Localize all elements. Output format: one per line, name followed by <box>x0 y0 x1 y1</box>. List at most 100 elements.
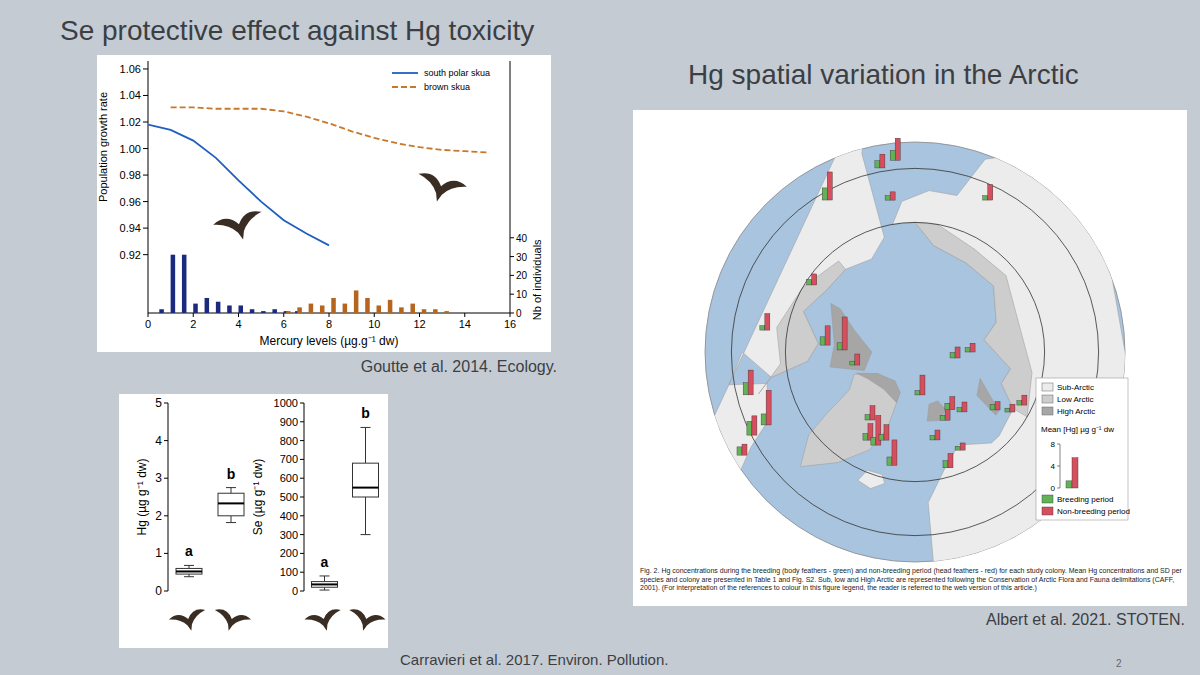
y2-tick-label: 30 <box>516 252 528 263</box>
land-shape <box>759 261 846 394</box>
legend-sample-bar <box>1072 458 1078 488</box>
land-shape <box>915 222 1032 416</box>
colony-bar <box>988 185 993 200</box>
colony-bar <box>822 188 827 200</box>
y2-axis-title: Nb of individuals <box>531 239 543 320</box>
y-tick <box>300 515 304 516</box>
colony-bar <box>871 437 876 445</box>
hist-bar <box>365 298 370 313</box>
y-tick <box>300 497 304 498</box>
y-tick <box>143 122 148 123</box>
whisker-high <box>231 488 232 494</box>
colony-bars <box>737 138 1027 468</box>
hist-bar <box>272 309 277 313</box>
hist-bar <box>286 311 291 313</box>
hist-bar <box>354 290 359 313</box>
plot-marks <box>148 107 487 313</box>
hist-bar <box>422 309 427 313</box>
y2-tick-label: 40 <box>516 233 528 244</box>
colony-bar <box>945 403 950 410</box>
y-tick-label: 600 <box>280 472 298 484</box>
x-tick <box>283 313 284 317</box>
x-tick-label: 16 <box>504 318 516 330</box>
y-tick <box>164 515 168 516</box>
y-tick <box>300 478 304 479</box>
y-tick-label: 1.04 <box>120 89 141 101</box>
map-caption: Fig. 2. Hg concentrations during the bre… <box>640 567 1182 593</box>
y-tick <box>300 591 304 592</box>
box <box>176 568 202 574</box>
hist-bar <box>239 305 244 313</box>
whisker-cap <box>320 590 330 591</box>
y-tick-label: 0.92 <box>120 249 141 261</box>
hist-bar <box>182 255 187 313</box>
y-tick <box>164 403 168 404</box>
y-axis <box>148 61 149 313</box>
y2-tick <box>510 275 514 276</box>
hist-bar <box>320 305 325 313</box>
land-shape <box>800 374 900 467</box>
y2-tick <box>510 313 514 314</box>
legend-label: brown skua <box>424 82 470 92</box>
colony-bar <box>863 434 868 441</box>
series-line <box>148 125 329 246</box>
colony-bar <box>761 414 766 425</box>
goutte-chart: 0.920.940.960.981.001.021.041.0602468101… <box>97 55 551 352</box>
box-marks <box>312 427 379 590</box>
y-axis-title: Hg (µg g⁻¹ dw) <box>135 459 149 536</box>
colony-bar <box>865 414 870 420</box>
hist-bar <box>343 304 348 313</box>
hist-bar <box>261 311 266 313</box>
y-tick <box>143 228 148 229</box>
box-chart: 01002003004005006007008009001000Se (µg g… <box>251 397 386 636</box>
legend-label: Breeding period <box>1057 495 1113 504</box>
bird-icon <box>168 608 209 636</box>
hist-bar <box>377 305 382 313</box>
colony-bar <box>995 402 1000 410</box>
y-tick <box>164 591 168 592</box>
legend-tick-label: 8 <box>1051 440 1056 449</box>
x-tick-label: 6 <box>281 318 287 330</box>
y-tick-label: 4 <box>155 434 162 448</box>
y-tick-label: 1000 <box>274 397 298 409</box>
colony-bar <box>825 326 830 345</box>
y2-tick-label: 10 <box>516 289 528 300</box>
hist-bar <box>193 304 198 313</box>
hist-bar <box>399 307 404 313</box>
colony-bar <box>920 375 925 395</box>
colony-bar <box>837 343 842 350</box>
colony-bar <box>842 317 847 350</box>
colony-bar <box>955 347 960 358</box>
y-tick <box>300 459 304 460</box>
colony-bar <box>935 430 940 440</box>
colony-bar <box>870 406 875 420</box>
zone-line <box>785 222 1044 481</box>
colony-bar <box>812 274 817 285</box>
whisker-cap <box>361 534 371 535</box>
legend-label: High Arctic <box>1057 407 1095 416</box>
x-tick <box>148 313 149 317</box>
colony-bar <box>1017 401 1022 405</box>
y-tick-label: 0.96 <box>120 196 141 208</box>
bird-icon <box>211 608 252 636</box>
y-tick-label: 800 <box>280 435 298 447</box>
colony-bar <box>747 421 752 435</box>
colony-bar <box>807 279 812 285</box>
y2-tick <box>510 294 514 295</box>
y-tick-label: 1.02 <box>120 116 141 128</box>
legend-label: Sub-Arctic <box>1057 383 1094 392</box>
y-tick <box>143 254 148 255</box>
whisker-cap <box>320 575 330 576</box>
y-tick <box>164 440 168 441</box>
colony-bar <box>890 192 895 200</box>
legend-sample-bar <box>1066 481 1072 488</box>
hist-bar <box>205 298 210 313</box>
y-tick-label: 0 <box>155 584 162 598</box>
y-axis-title: Se (µg g⁻¹ dw) <box>251 459 265 535</box>
whisker-cap <box>184 576 194 577</box>
legend-label: south polar skua <box>424 68 490 78</box>
legend-swatch <box>1042 383 1053 391</box>
box <box>353 463 379 497</box>
y-tick <box>143 201 148 202</box>
y-tick <box>143 68 148 69</box>
